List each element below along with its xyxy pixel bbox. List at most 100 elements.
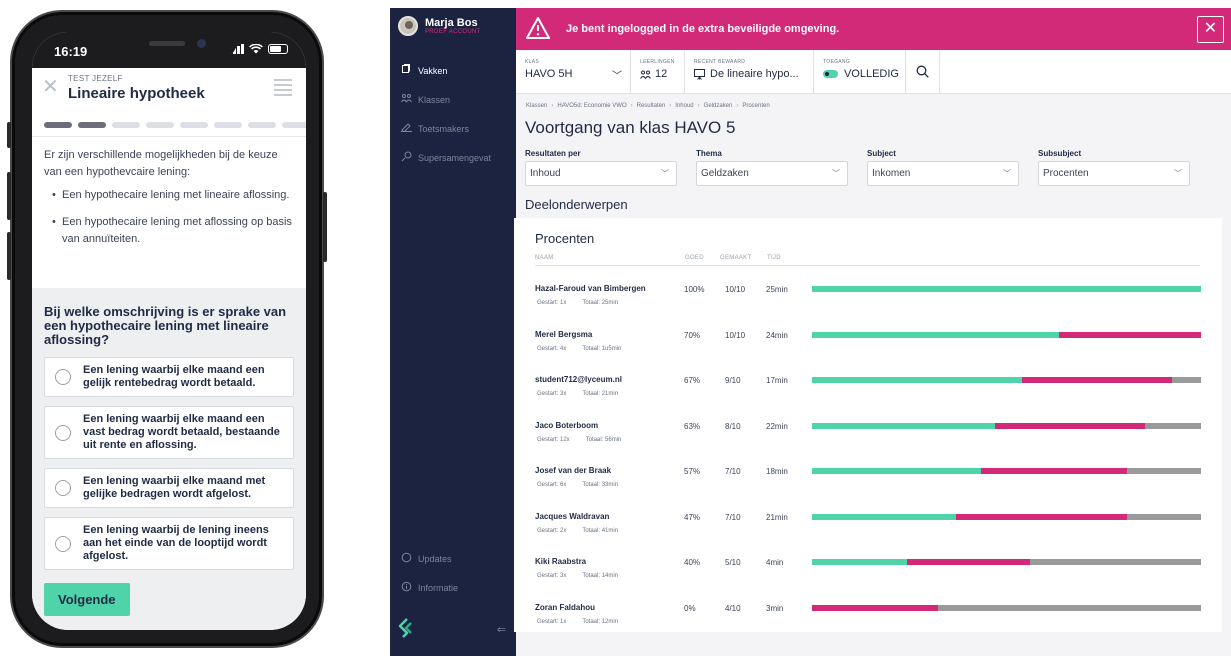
warning-icon	[526, 17, 550, 39]
table-row[interactable]: Kiki Raabstra Gestart: 3x Totaal: 14min 40%…	[514, 557, 1222, 603]
sidebar-item-label: Toetsmakers	[418, 123, 470, 134]
sidebar-item-vakken[interactable]: Vakken	[390, 56, 516, 85]
radio-button[interactable]	[55, 480, 71, 496]
sidebar-item-supersamengevat[interactable]: Supersamengevat	[390, 143, 516, 172]
fb-value: VOLLEDIG	[843, 68, 899, 80]
table-row[interactable]: Zoran Faldahou Gestart: 1x Totaal: 12min 0%…	[514, 603, 1222, 649]
radio-button[interactable]	[55, 535, 71, 552]
totaal-time: Totaal: 14min	[582, 573, 619, 579]
table-row[interactable]: Jaco Boterboom Gestart: 12x Totaal: 56min 6…	[514, 421, 1222, 467]
sidebar-item-informatie[interactable]: Informatie	[390, 573, 516, 602]
breadcrumb-item[interactable]: Resultaten	[636, 103, 666, 109]
next-button[interactable]: Volgende	[44, 583, 130, 616]
answer-option[interactable]: Een lening waarbij elke maand een vast b…	[44, 406, 294, 459]
filter-subsubject: Subsubject Procenten ﹀	[1038, 149, 1190, 186]
table-row[interactable]: Merel Bergsma Gestart: 4x Totaal: 1u5min 70…	[514, 330, 1222, 376]
radio-button[interactable]	[55, 369, 71, 385]
breadcrumb-separator: ›	[736, 103, 739, 109]
fb-value: 12	[655, 68, 668, 80]
progress-bar	[812, 604, 1201, 611]
option-label: Een lening waarbij elke maand met gelijk…	[83, 475, 266, 500]
class-filter-bar: KLAS HAVO 5H ﹀ LEERLINGEN 12 RECENT BEWA…	[516, 50, 1231, 94]
answer-option[interactable]: Een lening waarbij de lening ineens aan …	[44, 517, 294, 570]
filter-select[interactable]: Geldzaken ﹀	[696, 161, 848, 186]
sidebar-nav: Vakken Klassen Toetsmakers Supersamengev…	[390, 56, 516, 172]
toegang-status[interactable]: TOEGANG VOLLEDIG	[814, 50, 906, 93]
fb-value-wrap: De lineaire hypo...	[694, 68, 807, 80]
sidebar-item-label: Supersamengevat	[418, 152, 492, 163]
search-icon	[916, 65, 929, 78]
leerlingen-count[interactable]: LEERLINGEN 12	[631, 50, 685, 93]
table-row[interactable]: student712@lyceum.nl Gestart: 3x Totaal: 2…	[514, 375, 1222, 421]
phone-mute-switch	[7, 122, 11, 148]
user-profile[interactable]: Marja Bos PROEF ACCOUNT	[398, 16, 481, 36]
close-alert-button[interactable]: ✕	[1197, 16, 1224, 43]
students-icon	[640, 70, 651, 79]
close-icon[interactable]: ✕	[42, 76, 59, 98]
breadcrumb: Klassen › HAVO5d: Economie VWO › Resultaten ›…	[526, 103, 770, 109]
klas-selector[interactable]: KLAS HAVO 5H ﹀	[516, 50, 631, 93]
breadcrumb-item[interactable]: Geldzaken	[703, 103, 733, 109]
radio-button[interactable]	[55, 424, 71, 441]
header-divider	[535, 265, 1200, 266]
group-icon	[400, 93, 412, 106]
sidebar-item-updates[interactable]: Updates	[390, 544, 516, 573]
question-list-icon[interactable]	[274, 76, 292, 96]
chevron-down-icon: ﹀	[832, 169, 840, 178]
brand-logo-icon	[398, 618, 412, 638]
chevron-down-icon: ﹀	[661, 169, 669, 178]
answer-option[interactable]: Een lening waarbij elke maand een gelijk…	[44, 357, 294, 397]
goed-percentage: 67%	[684, 376, 701, 385]
collapse-sidebar-icon[interactable]: ⇐	[496, 624, 506, 636]
quiz-intro: Er zijn verschillende mogelijkheden bij …	[32, 136, 306, 258]
bar-segment-open	[1029, 559, 1201, 565]
gemaakt-count: 4/10	[725, 603, 741, 613]
gemaakt-count: 9/10	[725, 376, 741, 385]
filter-select[interactable]: Inkomen ﹀	[867, 161, 1019, 186]
tijd-value: 4min	[766, 558, 784, 567]
table-row[interactable]: Jacques Waldravan Gestart: 2x Totaal: 41mi…	[514, 512, 1222, 558]
breadcrumb-item[interactable]: Klassen	[526, 103, 548, 109]
bar-segment-incorrect	[907, 559, 1030, 565]
totaal-time: Totaal: 25min	[582, 300, 619, 306]
student-meta: Gestart: 1x Totaal: 25min	[537, 300, 634, 306]
breadcrumb-item[interactable]: Procenten	[742, 103, 770, 109]
sidebar-item-klassen[interactable]: Klassen	[390, 85, 516, 114]
totaal-time: Totaal: 56min	[585, 436, 622, 443]
tijd-value: 21min	[766, 512, 788, 522]
goed-percentage: 47%	[684, 512, 701, 522]
bar-segment-correct	[812, 377, 1023, 383]
gemaakt-count: 8/10	[725, 421, 741, 431]
progress-step	[44, 122, 72, 128]
filter-select[interactable]: Procenten ﹀	[1038, 161, 1190, 186]
filter-label: Subsubject	[1038, 149, 1082, 158]
table-row[interactable]: Hazal-Faroud van Bimbergen Gestart: 1x Tot…	[514, 284, 1222, 330]
recent-saved-selector[interactable]: RECENT BEWAARD De lineaire hypo...	[685, 50, 814, 93]
info-icon	[400, 581, 412, 595]
breadcrumb-item[interactable]: HAVO5d: Economie VWO	[557, 103, 627, 109]
pencil-icon	[400, 122, 412, 135]
table-row[interactable]: Josef van der Braak Gestart: 6x Totaal: 33…	[514, 466, 1222, 512]
filter-select[interactable]: Inhoud ﹀	[525, 161, 677, 186]
answer-option[interactable]: Een lening waarbij elke maand met gelijk…	[44, 468, 294, 508]
tijd-value: 18min	[766, 467, 788, 476]
fb-value-wrap: 12	[640, 68, 678, 80]
gemaakt-count: 10/10	[725, 285, 746, 294]
toggle-icon	[823, 70, 838, 78]
phone-power-button	[323, 192, 327, 262]
progress-bar	[812, 286, 1201, 292]
search-button[interactable]	[906, 50, 940, 93]
goed-percentage: 0%	[684, 603, 696, 613]
sidebar-item-toetsmakers[interactable]: Toetsmakers	[390, 114, 516, 143]
bar-segment-correct	[812, 331, 1059, 338]
bar-segment-correct	[812, 286, 1201, 292]
tijd-value: 25min	[766, 285, 788, 294]
totaal-time: Totaal: 33min	[582, 482, 619, 488]
sidebar-item-label: Updates	[418, 553, 452, 564]
bar-segment-incorrect	[1059, 331, 1201, 338]
progress-bar	[812, 513, 1201, 520]
gestart-count: Gestart: 3x	[537, 573, 567, 579]
gemaakt-count: 5/10	[725, 558, 741, 567]
alert-text: Je bent ingelogged in de extra beveiligd…	[566, 23, 840, 35]
breadcrumb-item[interactable]: Inhoud	[675, 103, 694, 109]
